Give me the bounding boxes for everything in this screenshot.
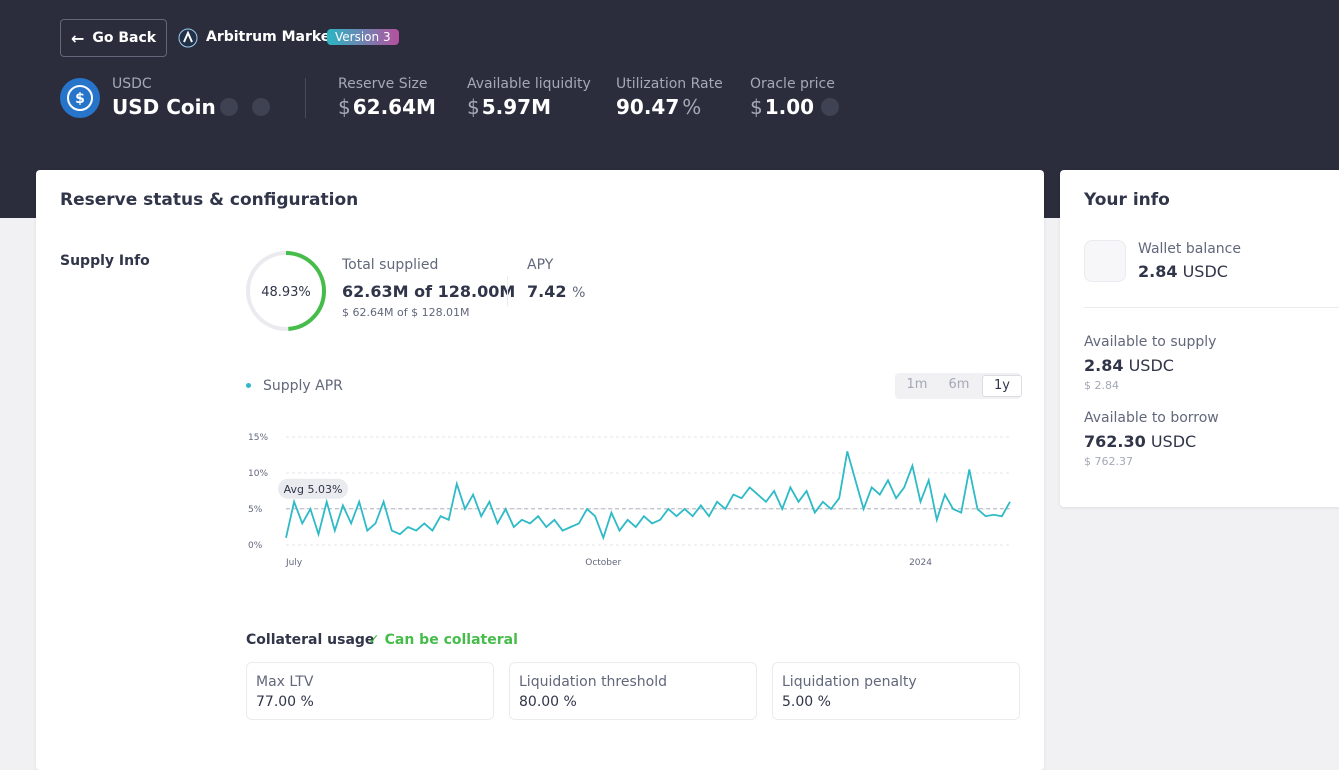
param-value: 77.00 %: [256, 694, 314, 710]
param-label: Liquidation threshold: [519, 674, 668, 690]
stat-label: Reserve Size: [338, 76, 428, 92]
collateral-label: Collateral usage: [246, 632, 375, 648]
param-box: Liquidation penalty 5.00 %: [772, 662, 1020, 720]
average-label: Avg 5.03%: [284, 483, 343, 496]
x-tick-label: July: [285, 558, 303, 568]
link-icon[interactable]: [821, 98, 839, 116]
stat-value: 90.47: [616, 95, 680, 119]
wallet-icon[interactable]: [252, 98, 270, 116]
link-icon[interactable]: [220, 98, 238, 116]
stat-prefix: $: [338, 95, 351, 119]
divider: [1084, 307, 1339, 308]
chart: 0% 5% 10% 15% July October 2024 Avg 5.03%: [248, 433, 1011, 568]
info-card: Your info Wallet balance 2.84 USDC Avail…: [1060, 170, 1339, 507]
borrow-label: Available to borrow: [1084, 410, 1219, 426]
y-tick-label: 5%: [248, 505, 263, 515]
average-pill: [278, 478, 348, 499]
x-tick-label: October: [585, 558, 621, 568]
total-supplied-label: Total supplied: [342, 257, 439, 273]
stat-value: 62.64M: [352, 95, 436, 119]
donut-arc: [246, 251, 326, 331]
divider: [305, 78, 306, 118]
card-title: Your info: [1084, 190, 1170, 210]
range-button[interactable]: 1y: [982, 375, 1022, 397]
range-button[interactable]: 6m: [948, 377, 970, 392]
supply-label: Available to supply: [1084, 334, 1217, 350]
param-value: 5.00 %: [782, 694, 831, 710]
wallet-value: 2.84: [1138, 262, 1178, 281]
wallet-icon: [1084, 240, 1126, 282]
total-supplied-usd: $ 62.64M of $ 128.01M: [342, 306, 470, 319]
param-label: Liquidation penalty: [782, 674, 917, 690]
wallet-label: Wallet balance: [1138, 241, 1241, 257]
stat-label: Oracle price: [750, 76, 835, 92]
asset-name: USD Coin: [112, 95, 216, 119]
wallet-unit: USDC: [1182, 262, 1228, 281]
apy-value: 7.42: [527, 282, 567, 301]
stat-prefix: $: [750, 95, 763, 119]
total-supplied: 62.63M of 128.00M: [342, 282, 516, 301]
stat-value: 5.97M: [481, 95, 551, 119]
supply-usd: $ 2.84: [1084, 379, 1119, 392]
version-badge: Version 3: [327, 29, 399, 45]
borrow-unit: USDC: [1150, 432, 1197, 451]
stat-label: Available liquidity: [467, 76, 591, 92]
card-title: Reserve status & configuration: [60, 190, 359, 210]
y-tick-label: 15%: [248, 433, 268, 443]
reserve-card: Reserve status & configuration Supply In…: [36, 170, 1044, 770]
range-selector: 1m 6m 1y: [895, 373, 1022, 399]
divider: [507, 276, 508, 306]
apy-unit: %: [572, 285, 586, 301]
range-button[interactable]: 1m: [906, 377, 928, 392]
apy-label: APY: [527, 257, 554, 273]
legend-marker: [246, 383, 251, 388]
asset-symbol: USDC: [112, 76, 152, 92]
back-button[interactable]: ← Go Back: [60, 19, 167, 57]
supply-value: 2.84: [1084, 356, 1124, 375]
section-label: Supply Info: [60, 253, 150, 269]
back-text: Go Back: [92, 30, 157, 46]
stat: $62.64M: [338, 95, 436, 119]
param-box: Max LTV 77.00 %: [246, 662, 494, 720]
stat-prefix: $: [467, 95, 480, 119]
donut-label: 48.93%: [261, 285, 311, 300]
supply-donut: 48.93%: [246, 251, 326, 331]
borrow-usd: $ 762.37: [1084, 455, 1133, 468]
usdc-icon: $: [60, 78, 100, 118]
y-tick-label: 10%: [248, 469, 268, 479]
svg-text:$: $: [75, 91, 85, 107]
y-tick-label: 0%: [248, 541, 263, 551]
arbitrum-icon: [178, 28, 198, 48]
supply-unit: USDC: [1128, 356, 1174, 375]
supply-apr-line: [285, 451, 1011, 541]
legend-label: Supply APR: [263, 378, 343, 394]
market-name: Arbitrum Market: [206, 29, 337, 45]
stat-suffix: %: [682, 95, 702, 119]
stat: $1.00: [750, 95, 814, 119]
stat-value: 1.00: [764, 95, 815, 119]
param-value: 80.00 %: [519, 694, 577, 710]
stat: $5.97M: [467, 95, 551, 119]
param-box: Liquidation threshold 80.00 %: [509, 662, 757, 720]
borrow-value: 762.30: [1084, 432, 1146, 451]
param-label: Max LTV: [256, 674, 314, 690]
collateral-status: Can be collateral: [384, 632, 518, 648]
stat: 90.47%: [616, 95, 701, 119]
stat-label: Utilization Rate: [616, 76, 723, 92]
x-tick-label: 2024: [909, 558, 932, 568]
